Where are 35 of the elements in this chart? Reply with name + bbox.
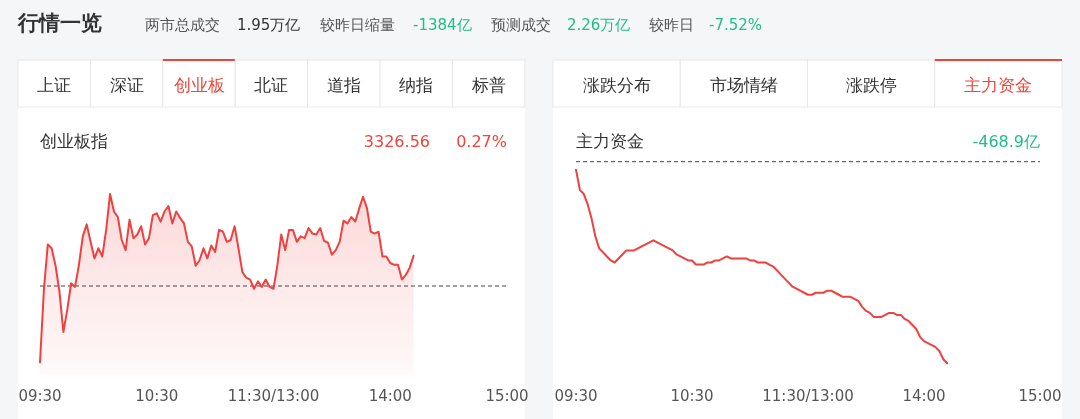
text: 预测成交 [491,16,551,34]
text: 主力资金 [964,75,1033,95]
text: 0.27% [456,132,507,151]
text: 涨跌停 [845,75,897,95]
text: 深证 [109,75,144,95]
text: 2.26万亿 [567,16,631,34]
text: 市场情绪 [709,75,778,95]
text: 行情一览 [17,11,102,35]
x-tick-label: 10:30 [670,387,714,405]
x-tick-label: 15:00 [1018,387,1062,405]
chart-title: 创业板指 [40,131,108,151]
x-tick-label: 10:30 [135,387,179,405]
x-tick-label: 15:00 [485,387,529,405]
text: 标普 [470,75,506,95]
text: -468.9亿 [972,132,1040,151]
x-tick-label: 11:30/13:00 [227,387,320,405]
text: 创业板 [173,75,225,95]
x-tick-label: 11:30/13:00 [762,387,854,405]
x-tick-label: 14:00 [902,387,946,405]
text: 两市总成交 [145,16,220,34]
text: 纳指 [399,75,434,95]
chart-title: 主力资金 [576,131,644,151]
text: 上证 [37,75,72,95]
text: 较昨日 [649,16,694,34]
x-tick-label: 09:30 [554,387,598,405]
x-tick-label: 09:30 [18,387,62,405]
text: 1.95万亿 [237,16,301,34]
text: 道指 [326,75,361,95]
text: -1384亿 [413,16,472,34]
text: 北证 [254,75,289,95]
text: -7.52% [709,16,763,34]
x-tick-label: 14:00 [368,387,412,405]
text: 涨跌分布 [582,75,651,95]
text: 较昨日缩量 [320,16,395,34]
text: 3326.56 [363,132,430,151]
